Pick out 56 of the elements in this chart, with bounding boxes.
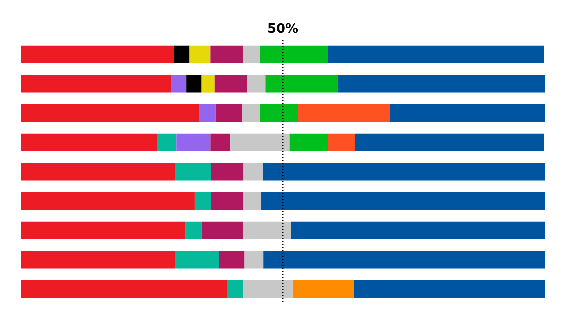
- bar: [243, 222, 292, 240]
- bar: [390, 104, 545, 122]
- bar: [263, 163, 545, 181]
- bar: [292, 280, 354, 298]
- bar: [202, 75, 215, 93]
- bar: [291, 222, 545, 240]
- bar: [214, 75, 248, 93]
- bar: [186, 222, 202, 240]
- bar: [243, 46, 260, 64]
- bar: [157, 134, 177, 152]
- bar: [176, 134, 211, 152]
- bar: [216, 104, 243, 122]
- bar: [244, 163, 264, 181]
- bar: [21, 163, 176, 181]
- bar: [328, 134, 356, 152]
- bar: [21, 75, 172, 93]
- bar: [230, 134, 290, 152]
- bar: [262, 192, 545, 210]
- bar: [21, 251, 176, 269]
- bar: [194, 192, 212, 210]
- bar: [247, 75, 266, 93]
- bar: [298, 104, 390, 122]
- bar: [174, 46, 190, 64]
- bar: [242, 104, 260, 122]
- bar: [260, 46, 328, 64]
- bar: [244, 251, 264, 269]
- bar: [199, 104, 216, 122]
- bar: [328, 46, 544, 64]
- bar: [227, 280, 244, 298]
- bar: [338, 75, 545, 93]
- bar: [290, 134, 328, 152]
- bar: [21, 280, 228, 298]
- bar: [202, 222, 244, 240]
- bar: [260, 104, 298, 122]
- bar: [211, 192, 244, 210]
- bar: [21, 222, 186, 240]
- bar: [355, 134, 544, 152]
- bar: [175, 251, 220, 269]
- bar: [210, 46, 244, 64]
- ref-line-label: 50%: [267, 22, 299, 37]
- bar: [219, 251, 245, 269]
- bar: [171, 75, 187, 93]
- bar: [21, 192, 195, 210]
- bar: [210, 134, 231, 152]
- bar: [186, 75, 202, 93]
- bar: [354, 280, 545, 298]
- bar: [21, 104, 200, 122]
- bar: [264, 251, 545, 269]
- bar: [21, 134, 158, 152]
- bar: [244, 192, 262, 210]
- bar: [211, 163, 244, 181]
- bar: [21, 46, 174, 64]
- bar: [175, 163, 212, 181]
- bar: [266, 75, 338, 93]
- bar: [190, 46, 211, 64]
- bar: [244, 280, 293, 298]
